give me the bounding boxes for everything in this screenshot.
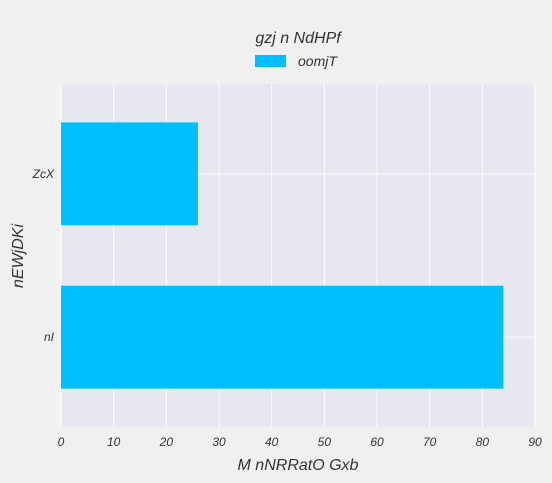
y-axis-label: nEWjDKi: [10, 224, 27, 288]
x-tick-label: 0: [58, 435, 65, 449]
x-tick-label: 10: [107, 435, 121, 449]
legend: oomjT: [255, 53, 338, 69]
x-tick-labels: 0 10 20 30 40 50 60 70 80 90: [58, 435, 542, 449]
y-tick-label: nI: [44, 330, 55, 344]
x-axis-label: M nNRRatO Gxb: [238, 457, 359, 474]
x-tick-label: 30: [212, 435, 226, 449]
legend-swatch: [255, 55, 286, 67]
x-tick-label: 60: [370, 435, 384, 449]
x-tick-label: 20: [159, 435, 174, 449]
chart-title: gzj n NdHPf: [255, 30, 342, 47]
x-tick-label: 50: [318, 435, 332, 449]
legend-label: oomjT: [298, 53, 338, 69]
bars: [61, 122, 504, 389]
x-tick-label: 90: [528, 435, 542, 449]
bar: [61, 285, 504, 389]
y-tick-label: ZcX: [32, 167, 55, 181]
x-tick-label: 70: [423, 435, 437, 449]
bar: [61, 122, 198, 226]
x-tick-label: 40: [265, 435, 279, 449]
x-tick-label: 80: [476, 435, 490, 449]
y-tick-labels: ZcX nI: [32, 167, 55, 344]
